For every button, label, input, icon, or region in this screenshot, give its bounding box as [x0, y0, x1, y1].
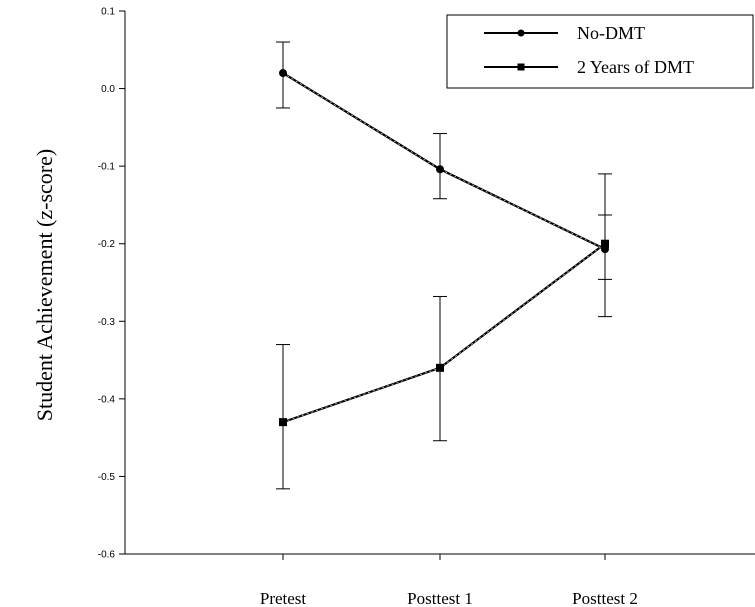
data-point-dmt — [436, 363, 444, 372]
data-point-no-dmt — [279, 69, 287, 78]
x-category-label: Pretest — [260, 589, 307, 607]
data-point-no-dmt — [436, 165, 444, 174]
y-tick-label: -0.6 — [98, 550, 116, 561]
y-axis-label: Student Achievement (z-score) — [32, 149, 57, 421]
series-line-highlight-no-dmt — [282, 72, 606, 250]
legend-box — [446, 14, 754, 89]
axes — [124, 11, 755, 555]
data-point-dmt — [601, 239, 609, 248]
y-tick-label: -0.4 — [98, 394, 116, 405]
legend-label-no-dmt: No-DMT — [577, 23, 645, 43]
data-point-dmt — [279, 418, 287, 427]
y-tick-label: 0.0 — [101, 84, 115, 95]
y-tick-label: -0.3 — [98, 317, 116, 328]
legend-marker-no-dmt — [517, 29, 525, 37]
legend-marker-dmt — [517, 63, 525, 71]
series-line-no-dmt — [282, 72, 606, 251]
x-axis-categories: Pretest Posttest 1 Posttest 2 — [260, 554, 638, 607]
x-category-label: Posttest 2 — [572, 589, 638, 607]
y-tick-label: -0.1 — [98, 162, 116, 173]
x-category-label: Posttest 1 — [407, 589, 473, 607]
y-tick-label: -0.2 — [98, 239, 116, 250]
legend-label-dmt: 2 Years of DMT — [577, 57, 694, 77]
error-bars — [276, 41, 612, 490]
data-markers — [279, 69, 609, 427]
legend: No-DMT 2 Years of DMT — [446, 14, 754, 89]
y-axis-ticks: 0.1 0.0 -0.1 -0.2 -0.3 -0.4 -0.5 -0.6 — [98, 7, 125, 561]
series-line-dmt — [282, 242, 606, 424]
series-line-highlight-dmt — [282, 243, 606, 423]
y-tick-label: -0.5 — [98, 472, 116, 483]
y-tick-label: 0.1 — [101, 7, 115, 18]
